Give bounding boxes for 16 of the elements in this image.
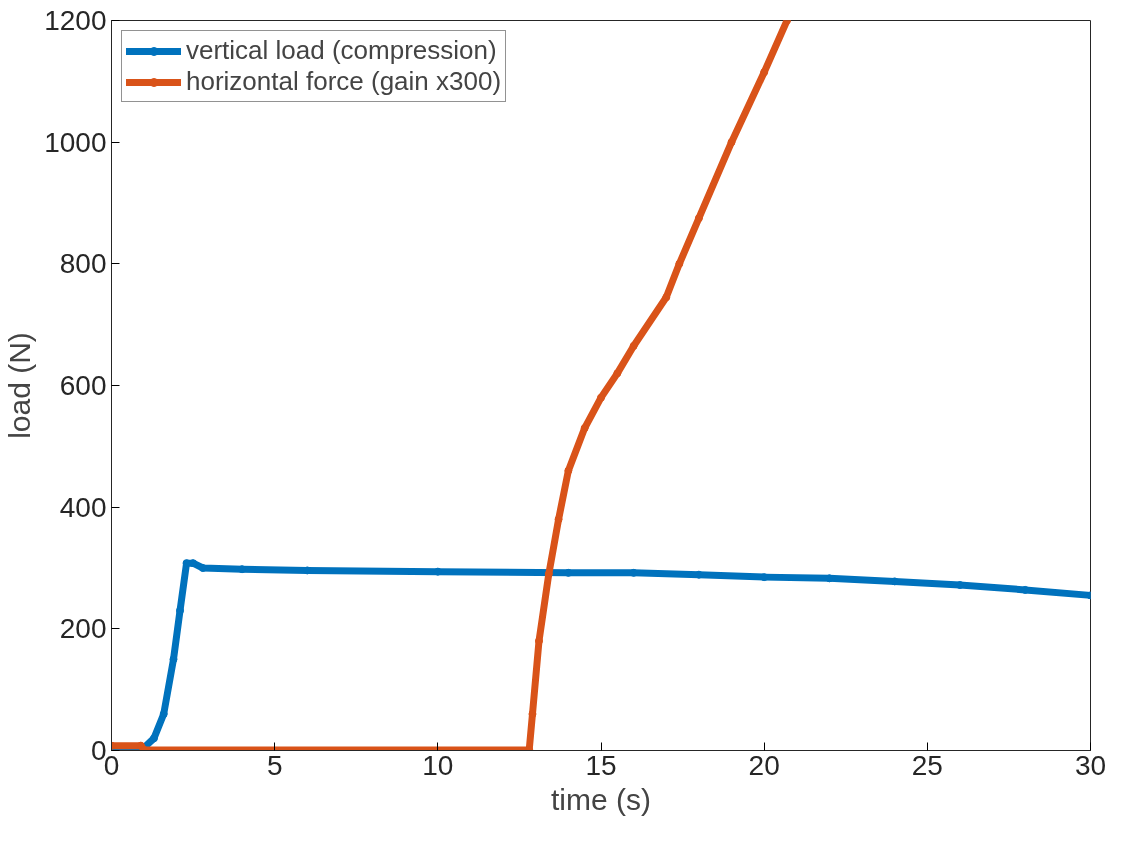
legend-label: vertical load (compression)	[186, 35, 497, 66]
x-tick-label: 10	[422, 749, 454, 781]
legend-label: horizontal force (gain x300)	[186, 66, 502, 97]
x-axis-title: time (s)	[551, 782, 651, 816]
x-tick-label: 25	[911, 749, 943, 781]
x-tick-label: 5	[266, 749, 283, 781]
x-tick-label: 30	[1074, 749, 1107, 781]
y-axis-title: load (N)	[3, 332, 37, 439]
y-tick-label: 200	[59, 613, 107, 645]
y-tick-label: 600	[59, 370, 107, 401]
x-tick-label: 20	[748, 749, 780, 781]
y-tick-label: 400	[59, 491, 107, 523]
x-tick-label: 15	[585, 749, 617, 781]
y-tick-label: 1000	[44, 126, 107, 158]
y-tick-label: 1200	[44, 5, 107, 36]
y-tick-label: 800	[59, 248, 107, 280]
